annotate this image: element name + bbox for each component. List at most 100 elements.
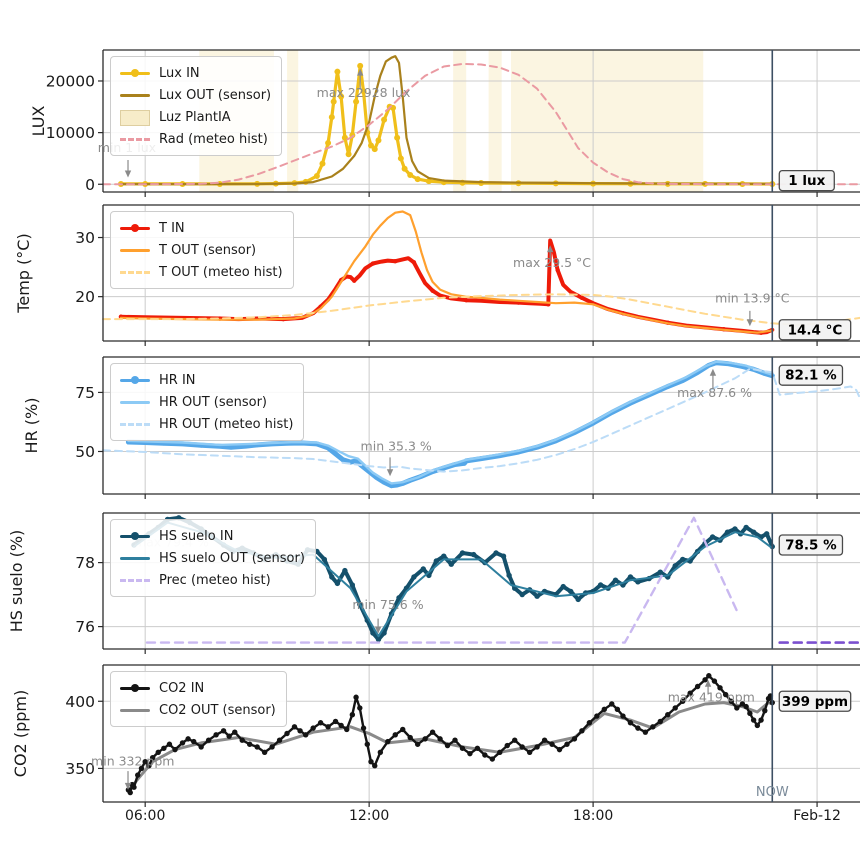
series-t-out-meteo-hist--line xyxy=(102,293,860,326)
data-point-marker xyxy=(601,706,608,713)
data-point-marker xyxy=(560,583,566,590)
data-point-marker xyxy=(131,784,137,790)
data-point-marker xyxy=(549,741,555,747)
legend-label: HR IN xyxy=(159,372,196,388)
data-point-marker xyxy=(650,724,656,730)
data-point-marker xyxy=(370,261,376,266)
data-point-marker xyxy=(352,278,357,283)
legend-item-rad-meteo-hist-: Rad (meteo hist) xyxy=(119,128,271,150)
y-tick-label: 50 xyxy=(75,443,95,461)
data-point-marker xyxy=(657,718,663,725)
data-point-marker xyxy=(489,756,496,762)
legend-item-prec-meteo-hist-: Prec (meteo hist) xyxy=(119,569,305,591)
data-point-marker xyxy=(579,728,585,734)
legend-hs: HS suelo IN HS suelo OUT (sensor) Prec (me… xyxy=(110,519,316,597)
data-point-marker xyxy=(172,746,178,753)
data-point-marker xyxy=(425,178,432,185)
legend-label: Luz PlantIA xyxy=(159,109,231,125)
line-swatch xyxy=(119,703,151,717)
data-point-marker xyxy=(342,567,348,574)
data-point-marker xyxy=(504,742,510,749)
data-point-marker xyxy=(459,745,466,751)
legend-label: HS suelo IN xyxy=(159,528,234,544)
data-point-marker xyxy=(519,591,525,598)
data-point-marker xyxy=(420,566,426,572)
data-point-marker xyxy=(672,705,678,711)
data-point-marker xyxy=(620,713,626,719)
data-point-marker xyxy=(429,729,436,735)
legend-label: HR OUT (sensor) xyxy=(159,394,267,410)
data-point-marker xyxy=(482,752,488,758)
data-point-marker xyxy=(302,732,309,738)
legend-label: Prec (meteo hist) xyxy=(159,572,271,588)
data-point-marker xyxy=(338,93,345,100)
data-point-marker xyxy=(142,759,148,765)
data-point-marker xyxy=(493,550,499,556)
data-point-marker xyxy=(284,730,290,737)
data-point-marker xyxy=(127,789,133,796)
x-tick-label: Feb-12 xyxy=(793,808,841,824)
dash-swatch xyxy=(119,132,151,146)
data-point-marker xyxy=(228,444,234,450)
data-point-marker xyxy=(269,744,275,750)
data-point-marker xyxy=(389,483,394,489)
y-tick-label: 20 xyxy=(75,288,95,306)
legend-label: CO2 OUT (sensor) xyxy=(159,702,276,718)
data-point-marker xyxy=(138,765,145,772)
badge-box xyxy=(778,534,844,556)
annotation-text: max 87.6 % xyxy=(677,385,752,400)
data-point-marker xyxy=(368,142,375,149)
data-point-marker xyxy=(414,741,421,747)
data-point-marker xyxy=(407,734,413,741)
series-t-out-sensor--line xyxy=(119,210,774,334)
data-point-marker xyxy=(564,741,570,747)
legend-temp: T IN T OUT (sensor) T OUT (meteo hist) xyxy=(110,211,294,289)
data-point-marker xyxy=(717,685,723,691)
y-tick-label: 350 xyxy=(65,760,95,778)
y-axis-label: LUX xyxy=(29,106,48,137)
data-point-marker xyxy=(414,176,421,183)
y-tick-label: 10000 xyxy=(46,124,95,142)
panel-hr: 50 75 HR (%) min 35.3 % max 87.6 % 82.1 % xyxy=(22,356,860,499)
y-tick-label: 0 xyxy=(85,176,95,194)
data-point-marker xyxy=(213,732,219,738)
data-point-marker xyxy=(396,595,402,601)
data-point-marker xyxy=(297,728,303,734)
annotation-arrowhead xyxy=(709,368,717,376)
legend-item-luz-plantia: Luz PlantIA xyxy=(119,106,271,128)
data-point-marker xyxy=(672,563,678,569)
data-point-marker xyxy=(220,728,227,734)
data-point-marker xyxy=(313,172,320,179)
data-point-marker xyxy=(357,705,363,711)
legend-item-hs-suelo-out-sensor-: HS suelo OUT (sensor) xyxy=(119,547,305,569)
data-point-marker xyxy=(357,62,364,69)
legend-label: HS suelo OUT (sensor) xyxy=(159,550,305,566)
y-tick-label: 400 xyxy=(65,693,95,711)
legend-item-lux-in: Lux IN xyxy=(119,62,271,84)
data-point-marker xyxy=(597,582,604,588)
line-swatch xyxy=(119,88,151,102)
badge-box xyxy=(778,690,852,712)
y-axis-label: Temp (°C) xyxy=(14,233,33,313)
legend-item-t-out-sensor-: T OUT (sensor) xyxy=(119,239,283,261)
x-tick-label: 18:00 xyxy=(573,808,613,824)
data-point-marker xyxy=(334,580,341,587)
data-point-marker xyxy=(338,722,344,729)
data-point-marker xyxy=(586,720,593,726)
series-prec-meteo-hist--line xyxy=(145,516,738,644)
data-point-marker xyxy=(333,451,338,457)
annotation-arrowhead xyxy=(356,68,364,76)
data-point-marker xyxy=(276,737,283,743)
dash-swatch xyxy=(119,265,151,279)
data-point-marker xyxy=(364,741,370,747)
data-point-marker xyxy=(463,298,469,303)
data-point-marker xyxy=(371,146,378,153)
data-point-marker xyxy=(497,749,503,756)
data-point-marker xyxy=(444,742,451,749)
data-point-marker xyxy=(594,713,600,719)
line-marker-swatch xyxy=(119,66,151,80)
data-point-marker xyxy=(344,726,350,733)
data-point-marker xyxy=(360,725,367,731)
legend-item-t-out-meteo-hist-: T OUT (meteo hist) xyxy=(119,261,283,283)
